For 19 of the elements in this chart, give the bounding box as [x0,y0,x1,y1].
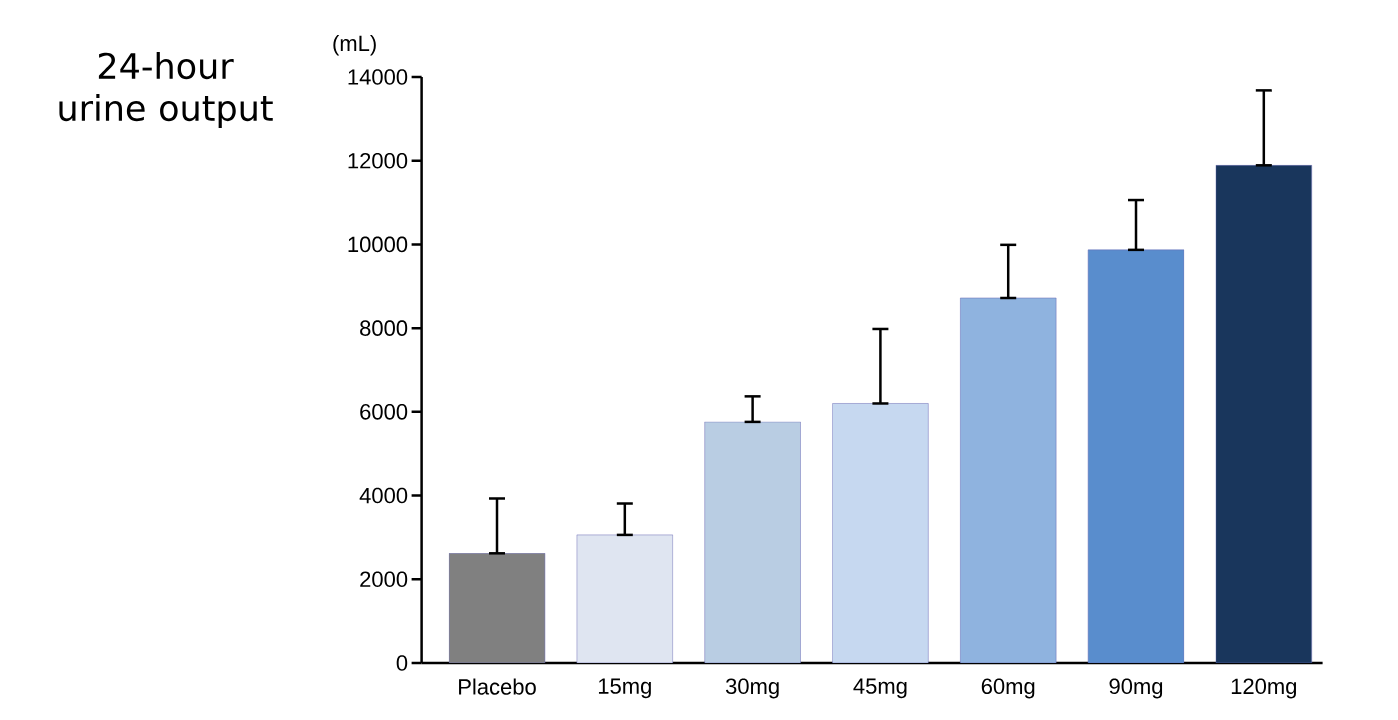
x-tick-label: Placebo [459,678,536,695]
y-tick-label: 6000 [360,404,408,420]
y-tick-label: 8000 [360,320,408,336]
y-axis-title: (mL) [333,34,376,56]
y-tick-label: 14000 [348,69,408,85]
y-tick-label: 2000 [360,571,408,588]
x-tick-label: 45mg [853,678,907,699]
y-tick-label: 4000 [359,487,408,504]
y-tick-label: 12000 [348,152,408,169]
x-tick-label: 90mg [1109,678,1163,699]
bar [576,534,673,663]
y-tick-label: 0 [396,655,408,671]
x-tick-label: 60mg [981,678,1035,699]
bar [960,297,1057,663]
x-tick-label: 120mg [1231,678,1297,699]
y-tick-label: 10000 [348,236,408,253]
x-tick-label: 15mg [598,678,651,699]
x-tick-label: 30mg [725,678,779,699]
chart-title: 24-hour urine output [59,52,273,128]
